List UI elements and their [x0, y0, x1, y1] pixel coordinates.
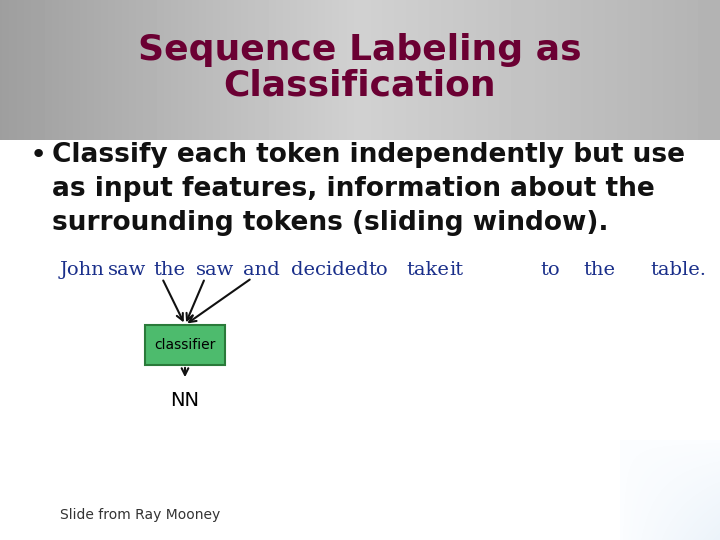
Text: it: it [449, 261, 463, 279]
Text: to: to [540, 261, 559, 279]
Text: surrounding tokens (sliding window).: surrounding tokens (sliding window). [52, 210, 608, 236]
Text: classifier: classifier [154, 338, 216, 352]
FancyBboxPatch shape [145, 325, 225, 365]
Text: saw: saw [196, 261, 235, 279]
Text: NN: NN [171, 390, 199, 409]
Text: Sequence Labeling as: Sequence Labeling as [138, 33, 582, 67]
Text: John: John [60, 261, 105, 279]
Text: as input features, information about the: as input features, information about the [52, 176, 654, 202]
Text: decided: decided [291, 261, 369, 279]
Text: •: • [30, 141, 48, 169]
Text: to: to [368, 261, 387, 279]
Text: Classification: Classification [224, 68, 496, 102]
Text: take: take [406, 261, 449, 279]
Text: Slide from Ray Mooney: Slide from Ray Mooney [60, 508, 220, 522]
Text: saw: saw [108, 261, 146, 279]
Text: Classify each token independently but use: Classify each token independently but us… [52, 142, 685, 168]
Text: the: the [153, 261, 185, 279]
Text: and: and [243, 261, 280, 279]
Text: table.: table. [650, 261, 706, 279]
Text: the: the [583, 261, 615, 279]
